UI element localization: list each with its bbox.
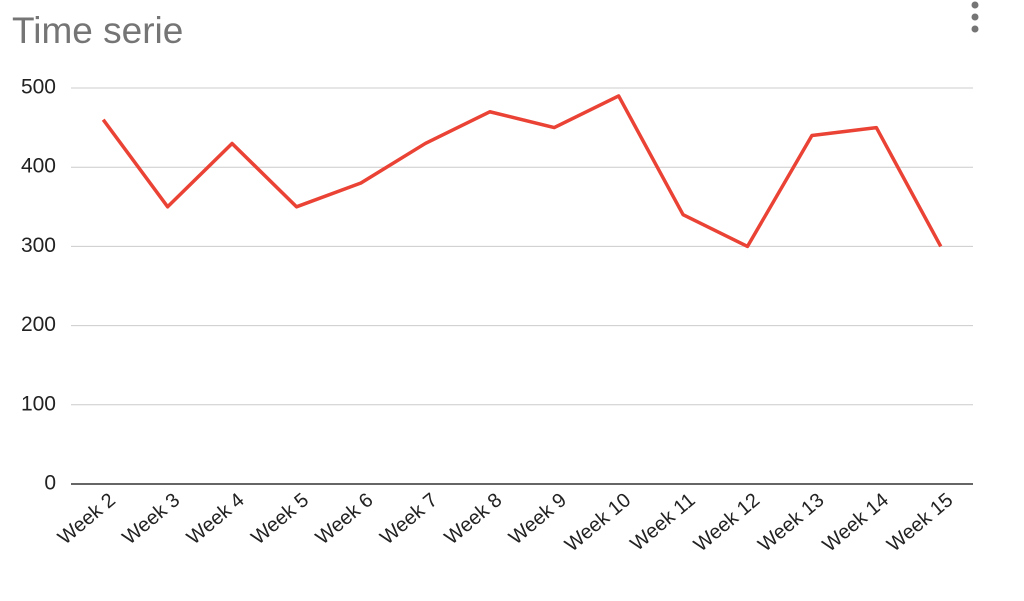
- menu-dot: [971, 25, 979, 33]
- chart-title: Time serie: [12, 10, 183, 51]
- x-tick-label: Week 5: [247, 489, 313, 549]
- x-tick-label: Week 14: [819, 489, 893, 556]
- x-tick-label: Week 12: [690, 489, 764, 556]
- y-tick-label: 400: [21, 155, 56, 178]
- y-tick-label: 200: [21, 313, 56, 336]
- menu-button[interactable]: [971, 1, 979, 33]
- y-tick-label: 0: [44, 472, 56, 495]
- y-tick-label: 500: [21, 76, 56, 99]
- menu-dot: [971, 13, 979, 21]
- x-tick-label: Week 8: [441, 489, 507, 549]
- x-tick-label: Week 11: [626, 489, 699, 555]
- menu-dot: [971, 1, 979, 9]
- y-tick-label: 300: [21, 234, 56, 257]
- data-line: [101, 94, 943, 249]
- y-tick-label: 100: [21, 392, 56, 415]
- x-tick-label: Week 7: [376, 489, 442, 549]
- x-tick-label: Week 3: [118, 489, 184, 549]
- x-tick-label: Week 10: [561, 489, 635, 556]
- x-tick-label: Week 2: [54, 489, 120, 549]
- x-tick-label: Week 13: [754, 489, 828, 556]
- x-tick-label: Week 4: [183, 489, 249, 549]
- x-tick-label: Week 15: [883, 489, 957, 556]
- x-tick-label: Week 6: [312, 489, 378, 549]
